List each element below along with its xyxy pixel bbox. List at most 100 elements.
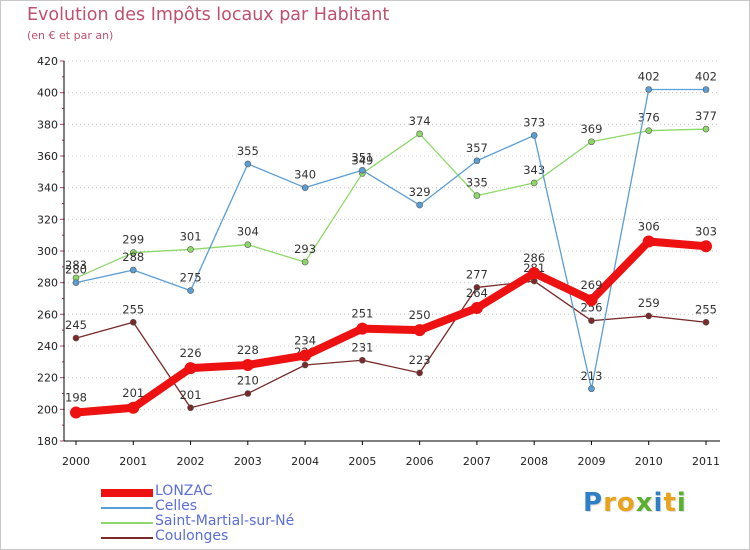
legend-label-lonzac: LONZAC	[155, 483, 213, 499]
data-point	[416, 369, 423, 377]
y-tick-label: 180	[37, 435, 58, 448]
data-point	[413, 324, 426, 337]
data-label: 264	[466, 286, 488, 300]
series-line	[75, 128, 707, 279]
x-tick-label: 2000	[62, 455, 90, 468]
logo-letter: i	[653, 488, 664, 518]
x-tick-label: 2003	[234, 455, 262, 468]
data-label: 304	[237, 225, 259, 239]
data-label: 223	[409, 353, 431, 367]
data-label: 351	[351, 150, 373, 164]
data-label: 402	[638, 70, 660, 84]
logo-letter: P	[583, 488, 604, 518]
data-point	[356, 322, 369, 335]
data-label: 201	[180, 388, 202, 402]
logo-letter: x	[635, 488, 654, 518]
data-point	[470, 302, 483, 314]
data-point	[184, 362, 197, 375]
data-point	[702, 125, 710, 133]
data-point	[530, 132, 538, 139]
line-chart: 180 200 220 240 260 280 300 320 340 360 380 400 420 2…	[37, 55, 720, 468]
data-label: 306	[638, 220, 660, 234]
data-label: 231	[351, 340, 373, 354]
data-label: 201	[122, 386, 144, 400]
y-tick-label: 360	[37, 150, 58, 163]
data-point	[645, 127, 653, 134]
chart-subtitle: (en € et par an)	[27, 29, 114, 42]
data-label: 329	[409, 185, 431, 199]
x-tick-label: 2007	[463, 455, 491, 468]
series-line	[72, 237, 710, 417]
data-label: 343	[523, 163, 545, 177]
data-label: 299	[122, 233, 144, 247]
y-tick-label: 280	[37, 277, 58, 290]
data-point	[72, 279, 80, 286]
data-label: 250	[409, 308, 431, 322]
data-label: 335	[466, 176, 488, 190]
logo-letter: i	[676, 488, 687, 518]
data-point	[244, 241, 252, 248]
series-line	[75, 88, 707, 390]
legend-label-saint-martial: Saint-Martial-sur-Né	[155, 513, 295, 529]
data-label: 376	[638, 111, 660, 125]
data-point	[473, 284, 481, 291]
data-point	[299, 349, 312, 362]
y-tick-label: 200	[37, 403, 58, 416]
y-tick-label: 400	[37, 87, 58, 100]
data-point	[528, 267, 541, 280]
data-point	[129, 249, 137, 256]
y-tick-label: 420	[37, 55, 58, 68]
data-point	[702, 86, 710, 93]
x-tick-label: 2004	[291, 455, 319, 468]
data-point	[70, 406, 82, 419]
data-point	[72, 334, 80, 342]
data-label: 226	[180, 346, 202, 360]
y-tick-label: 340	[37, 182, 58, 195]
series-line	[75, 280, 707, 409]
x-tick-label: 2010	[635, 455, 663, 468]
data-label: 349	[351, 153, 373, 167]
data-label: 277	[466, 267, 488, 281]
data-point	[187, 404, 194, 412]
x-tick-label: 2011	[692, 455, 720, 468]
data-label: 213	[580, 369, 602, 383]
proxiti-logo: Proxiti	[583, 488, 687, 518]
data-point	[642, 235, 655, 248]
data-point	[702, 318, 710, 326]
legend-swatch-celles	[101, 507, 153, 509]
data-label: 357	[466, 141, 488, 155]
data-label: 369	[580, 122, 602, 136]
y-tick-label: 300	[37, 245, 58, 258]
data-label: 355	[237, 144, 259, 158]
data-point	[301, 184, 309, 191]
legend-swatch-saint-martial	[101, 522, 153, 524]
data-point	[588, 385, 595, 393]
data-point	[473, 192, 481, 199]
chart-title: Evolution des Impôts locaux par Habitant	[27, 5, 390, 25]
data-label: 198	[65, 391, 87, 405]
data-label: 301	[180, 229, 202, 243]
y-tick-label: 220	[37, 372, 58, 385]
data-label: 373	[523, 115, 545, 129]
data-point	[588, 138, 595, 146]
data-label: 245	[65, 318, 87, 332]
data-label: 275	[180, 271, 202, 285]
data-point	[187, 246, 194, 253]
x-tick-label: 2009	[577, 455, 605, 468]
data-label: 374	[409, 114, 431, 128]
data-point	[700, 240, 712, 253]
logo-letter: t	[663, 488, 677, 518]
data-label: 303	[695, 224, 717, 238]
data-point	[473, 157, 481, 165]
y-tick-label: 240	[37, 340, 58, 353]
data-point	[585, 294, 598, 307]
x-tick-label: 2006	[406, 455, 434, 468]
data-point	[241, 359, 254, 371]
data-label: 256	[580, 301, 602, 315]
legend-label-celles: Celles	[155, 498, 198, 514]
data-point	[359, 166, 366, 174]
data-label: 259	[638, 296, 660, 310]
data-point	[416, 130, 423, 138]
x-tick-label: 2002	[177, 455, 205, 468]
data-point	[530, 179, 538, 187]
